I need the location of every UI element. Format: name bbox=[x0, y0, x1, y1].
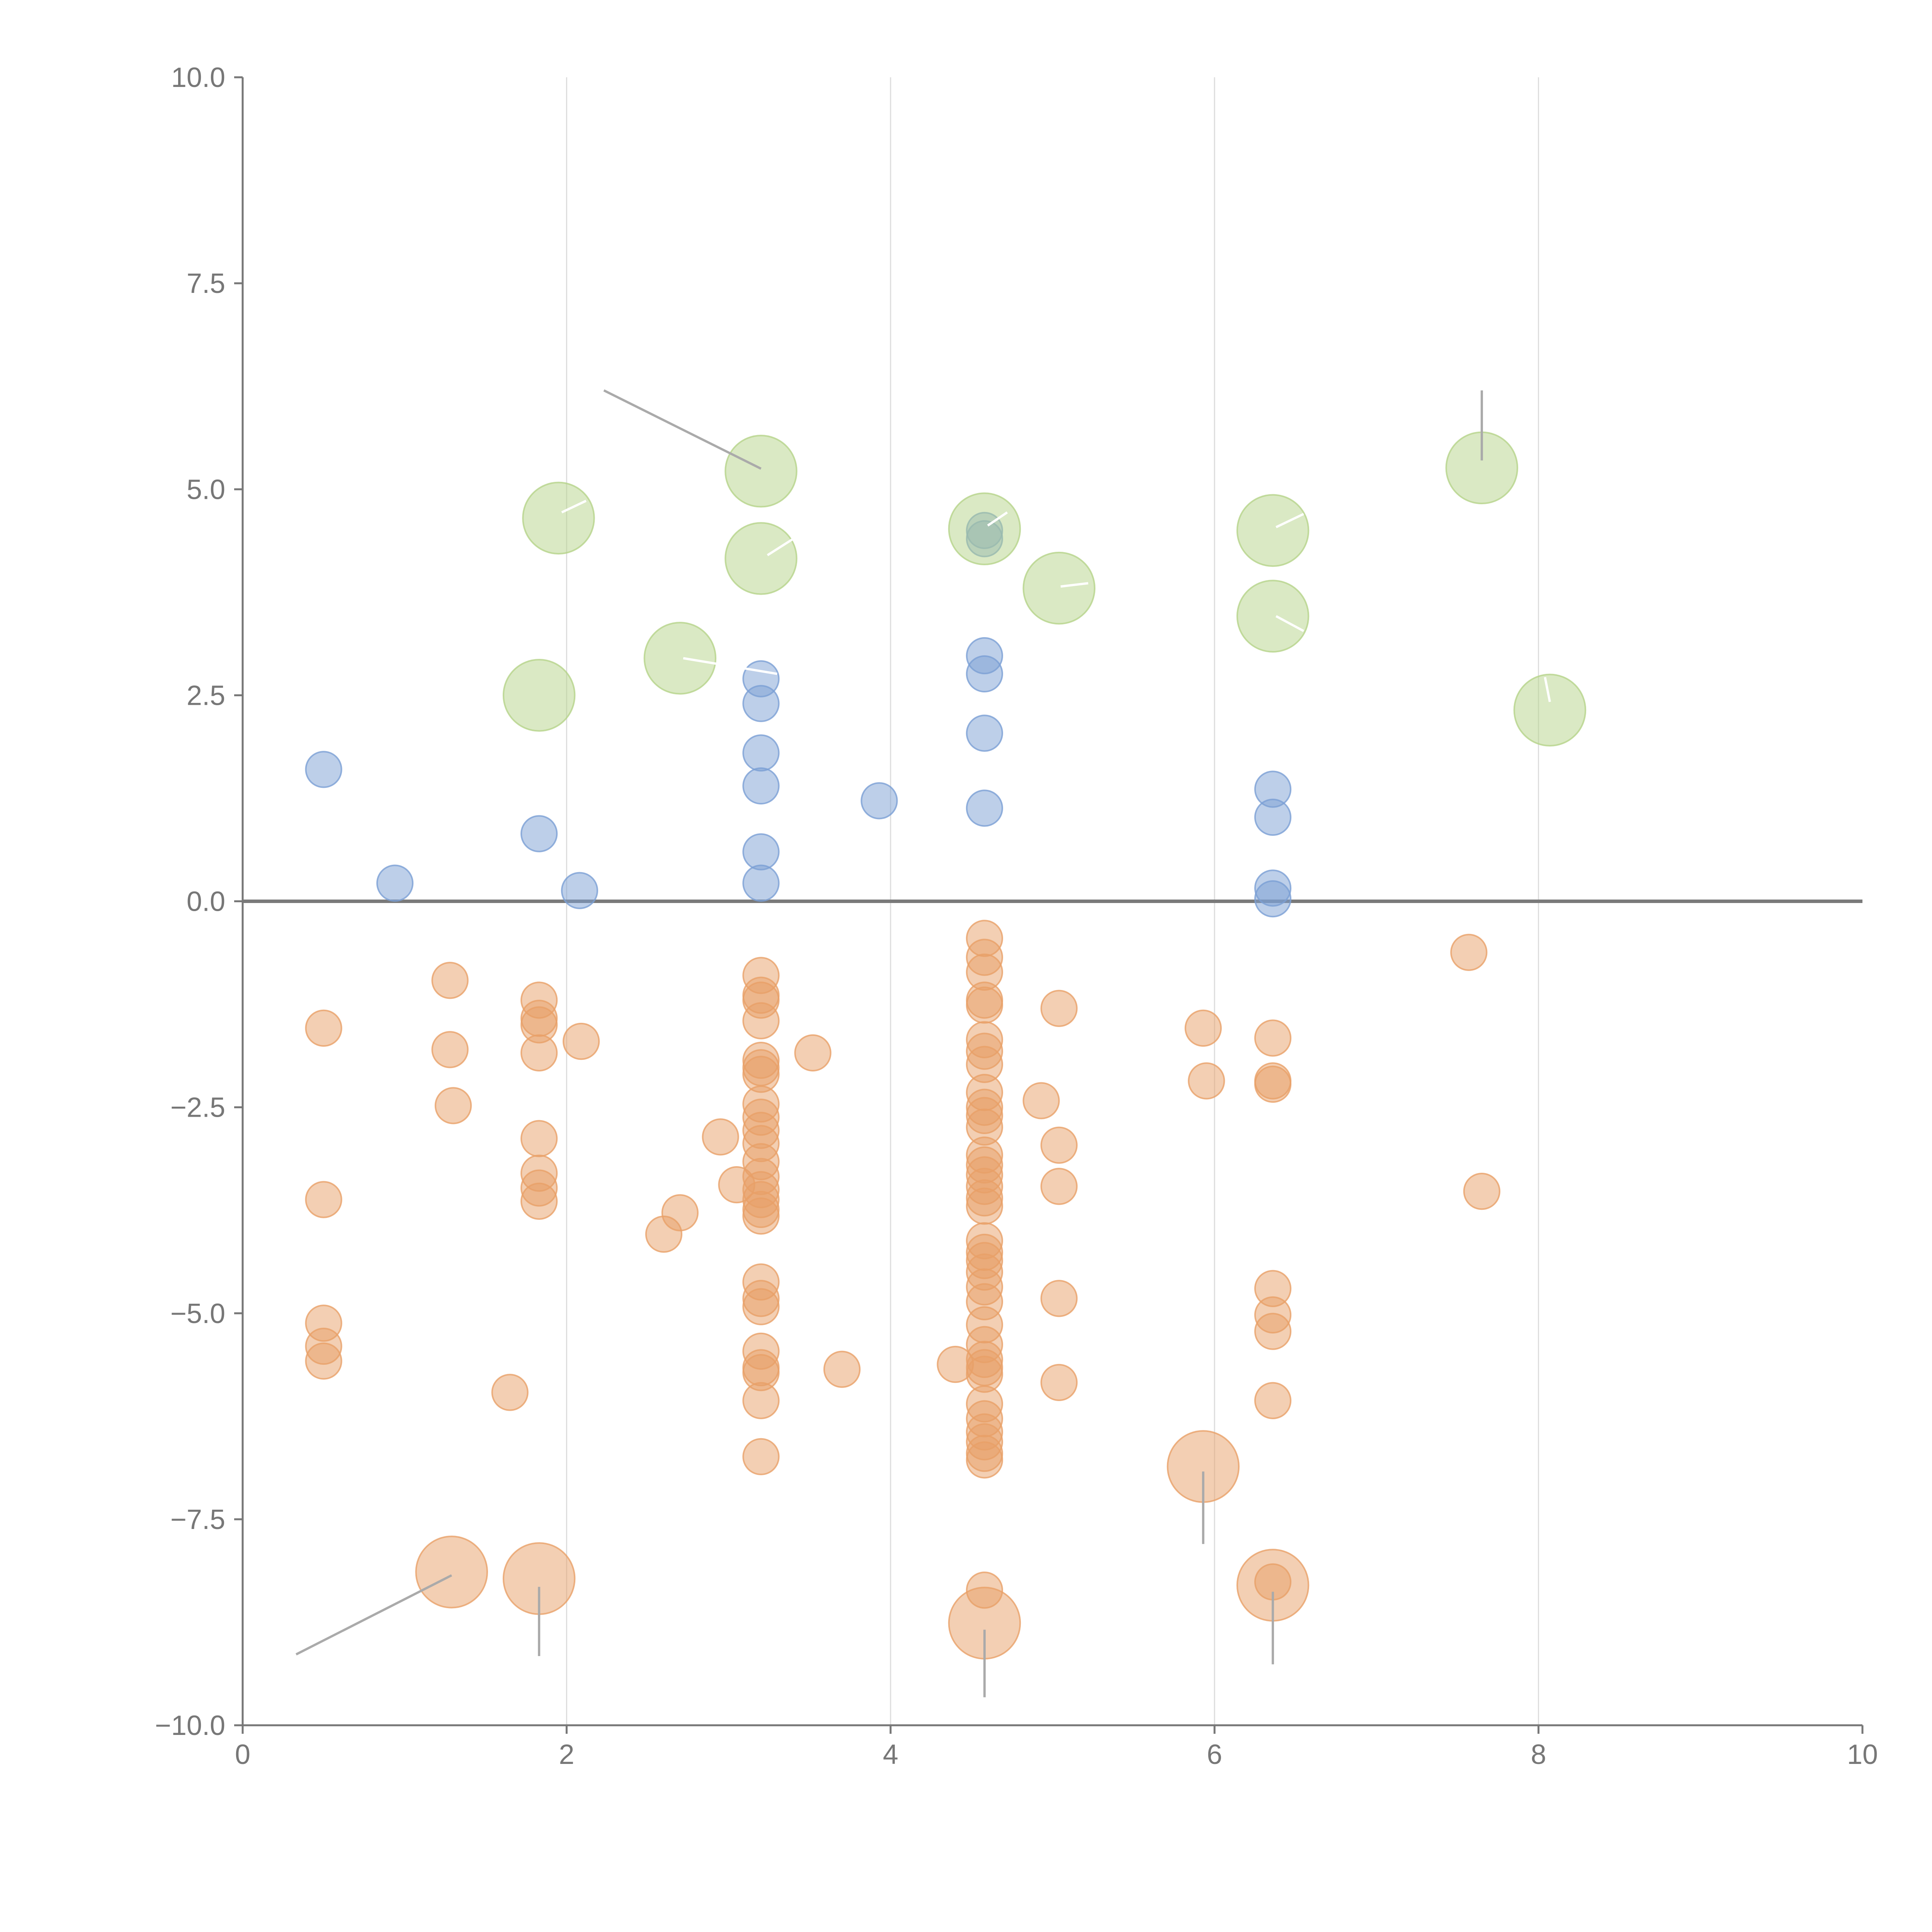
orange-point bbox=[742, 1002, 780, 1039]
orange-point bbox=[742, 1288, 780, 1325]
blue-point bbox=[376, 864, 414, 902]
y-tick-label: 10.0 bbox=[171, 62, 225, 93]
orange-point bbox=[1463, 1173, 1500, 1210]
blue-point bbox=[1254, 880, 1292, 918]
blue-point bbox=[742, 833, 780, 871]
axes-layer: 0 2 4 6 8 10 10.0 7.5 5.0 2.5 0.0 −2.5 −5.0 −7.5 −10.0 bbox=[155, 62, 1878, 1770]
blue-point bbox=[966, 714, 1003, 752]
orange-point bbox=[1040, 1364, 1078, 1401]
orange-point bbox=[823, 1350, 861, 1388]
green-point bbox=[724, 435, 798, 508]
orange-point bbox=[520, 1182, 558, 1220]
y-tick-label: 2.5 bbox=[187, 680, 225, 711]
y-tick-label: −5.0 bbox=[170, 1298, 225, 1329]
y-tick-label: −2.5 bbox=[170, 1092, 225, 1123]
orange-point bbox=[431, 962, 469, 999]
y-tick-label: 5.0 bbox=[187, 474, 225, 505]
series-green bbox=[502, 431, 1587, 747]
blue-point bbox=[861, 782, 898, 820]
annotation-leader-line bbox=[683, 657, 777, 675]
orange-point bbox=[1254, 1019, 1292, 1057]
y-tick-label: −7.5 bbox=[170, 1504, 225, 1535]
orange-point bbox=[742, 1197, 780, 1235]
orange-point bbox=[1188, 1062, 1225, 1100]
orange-point bbox=[966, 986, 1003, 1024]
green-point bbox=[1022, 551, 1095, 625]
annotation-leader-line bbox=[1276, 615, 1304, 632]
series-orange-large bbox=[415, 1430, 1310, 1660]
orange-point bbox=[702, 1118, 739, 1156]
annotation-leader-line bbox=[561, 500, 587, 514]
green-point bbox=[948, 492, 1021, 565]
orange-point bbox=[742, 1382, 780, 1419]
orange-point bbox=[434, 1087, 472, 1124]
blue-point bbox=[742, 767, 780, 805]
orange-point bbox=[1450, 934, 1488, 971]
blue-point bbox=[561, 872, 599, 909]
blue-point bbox=[742, 864, 780, 902]
orange-point bbox=[1254, 1065, 1292, 1103]
orange-point bbox=[794, 1034, 832, 1071]
blue-point bbox=[1254, 798, 1292, 836]
series-blue bbox=[305, 512, 1292, 918]
annotation-leader-line bbox=[295, 1574, 452, 1656]
orange-point bbox=[1184, 1009, 1222, 1047]
y-tick-label: −10.0 bbox=[155, 1710, 225, 1741]
orange-point bbox=[1022, 1082, 1060, 1119]
x-tick-label: 8 bbox=[1531, 1739, 1546, 1770]
annotation-leader-line bbox=[767, 537, 794, 556]
green-point bbox=[724, 522, 798, 595]
orange-point bbox=[305, 1009, 342, 1047]
y-tick-label: 0.0 bbox=[187, 886, 225, 917]
orange-point bbox=[520, 1120, 558, 1157]
blue-point bbox=[742, 685, 780, 722]
orange-point bbox=[1254, 1382, 1292, 1419]
orange-point bbox=[1040, 1280, 1078, 1317]
orange-point bbox=[1040, 990, 1078, 1027]
series-orange bbox=[305, 920, 1500, 1609]
annotation-leader-line bbox=[1544, 677, 1551, 702]
x-tick-label: 2 bbox=[559, 1739, 574, 1770]
orange-point bbox=[491, 1374, 529, 1411]
green-point bbox=[522, 481, 595, 555]
orange-point bbox=[431, 1031, 469, 1068]
series-layer bbox=[305, 431, 1587, 1660]
blue-point bbox=[305, 751, 342, 788]
x-tick-label: 6 bbox=[1207, 1739, 1222, 1770]
green-point bbox=[502, 659, 576, 732]
y-tick-label: 7.5 bbox=[187, 268, 225, 299]
orange-point bbox=[742, 1438, 780, 1475]
orange-point bbox=[305, 1181, 342, 1218]
orange-point bbox=[305, 1342, 342, 1380]
orange-point bbox=[1040, 1168, 1078, 1205]
orange-point bbox=[1040, 1126, 1078, 1164]
annotation-leader-line bbox=[1060, 582, 1088, 588]
blue-point bbox=[520, 815, 558, 852]
green-point bbox=[643, 622, 717, 695]
orange-point bbox=[1254, 1313, 1292, 1350]
orange-point bbox=[563, 1022, 600, 1060]
orange-point bbox=[966, 1187, 1003, 1225]
annotation-leader-line bbox=[987, 511, 1008, 527]
orange-large-point bbox=[415, 1536, 488, 1609]
x-tick-label: 0 bbox=[235, 1739, 250, 1770]
blue-point bbox=[966, 655, 1003, 693]
green-point bbox=[1236, 580, 1310, 653]
annotation-leader-line bbox=[603, 389, 762, 470]
green-point bbox=[1513, 673, 1587, 747]
blue-point bbox=[966, 789, 1003, 827]
leader-line-layer bbox=[295, 389, 1551, 1697]
x-tick-label: 4 bbox=[883, 1739, 898, 1770]
blue-point bbox=[742, 734, 780, 772]
orange-point bbox=[966, 1441, 1003, 1479]
orange-point bbox=[520, 1034, 558, 1071]
annotation-leader-line bbox=[1276, 513, 1304, 529]
orange-point bbox=[661, 1194, 699, 1231]
green-point bbox=[1236, 494, 1310, 567]
x-tick-label: 10 bbox=[1847, 1739, 1878, 1770]
